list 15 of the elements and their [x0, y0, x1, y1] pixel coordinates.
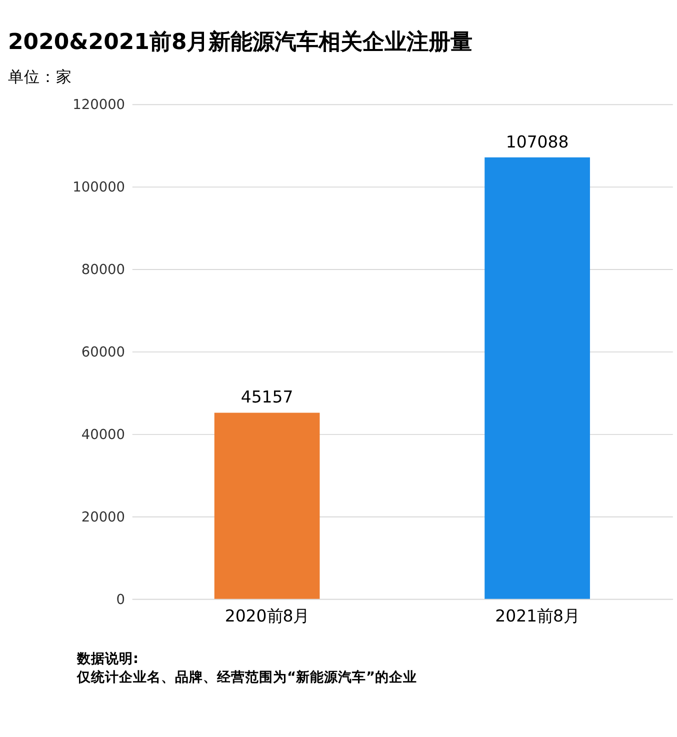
chart-title: 2020&2021前8月新能源汽车相关企业注册量: [8, 29, 473, 56]
y-tick-label: 80000: [81, 262, 126, 278]
y-tick-label: 100000: [72, 180, 126, 196]
x-tick-label: 2021前8月: [495, 606, 580, 626]
data-label: 45157: [240, 388, 294, 407]
y-tick-label: 0: [116, 592, 126, 608]
x-tick-label: 2020前8月: [224, 606, 310, 626]
y-tick-label: 60000: [81, 344, 126, 361]
data-label: 107088: [506, 132, 569, 152]
text: 仅统计企业名、品牌、经营范围为“新能源汽车”的企业: [76, 668, 418, 686]
y-tick-label: 20000: [81, 509, 126, 526]
text: 数据说明:: [76, 650, 138, 667]
chart-subtitle: 单位：家: [8, 68, 72, 86]
y-tick-label: 120000: [72, 97, 126, 114]
y-tick-label: 40000: [81, 426, 126, 443]
